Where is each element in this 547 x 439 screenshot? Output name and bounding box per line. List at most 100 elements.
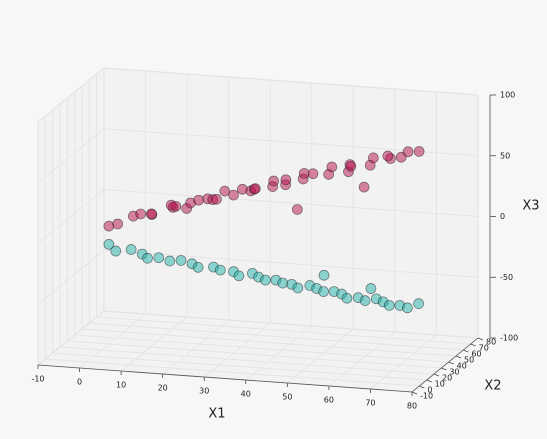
y-tick-label: 0 bbox=[427, 386, 432, 395]
data-point bbox=[402, 146, 414, 158]
data-point bbox=[292, 282, 304, 294]
x-tick-label: 50 bbox=[282, 393, 292, 402]
data-point bbox=[112, 218, 124, 230]
y-tick bbox=[419, 385, 425, 389]
y-tick bbox=[411, 391, 418, 395]
grid-line bbox=[103, 249, 479, 278]
data-point bbox=[307, 168, 319, 180]
z-tick-label: 100 bbox=[500, 91, 515, 100]
grid-line bbox=[203, 322, 271, 378]
y-tick bbox=[448, 361, 454, 365]
data-point bbox=[215, 264, 226, 276]
data-point bbox=[341, 292, 353, 304]
data-point bbox=[382, 150, 394, 162]
grid-line bbox=[120, 316, 188, 372]
y-axis bbox=[411, 337, 479, 393]
data-point bbox=[280, 174, 292, 186]
data-point bbox=[249, 183, 261, 194]
data-point bbox=[211, 193, 222, 205]
x-axis bbox=[37, 364, 413, 393]
data-point bbox=[383, 300, 395, 311]
data-point bbox=[233, 270, 245, 282]
data-point bbox=[219, 185, 231, 197]
y-tick-label: -10 bbox=[420, 392, 433, 401]
grid-line bbox=[37, 67, 105, 123]
data-point bbox=[413, 298, 424, 309]
grid-line bbox=[37, 189, 105, 244]
grid-line bbox=[74, 334, 449, 363]
grid-line bbox=[370, 334, 437, 390]
grid-line bbox=[59, 346, 435, 375]
y-tick bbox=[433, 373, 440, 377]
data-point bbox=[237, 183, 248, 195]
data-point bbox=[228, 189, 239, 201]
x-tick-label: 80 bbox=[407, 402, 417, 411]
z-tick-label: 0 bbox=[500, 212, 505, 221]
data-point bbox=[192, 262, 204, 273]
data-point bbox=[135, 208, 147, 220]
x-axis-label: X1 bbox=[208, 407, 225, 422]
grid-line bbox=[103, 310, 479, 339]
data-point bbox=[326, 161, 338, 173]
y-tick bbox=[477, 337, 484, 341]
data-point bbox=[103, 239, 115, 250]
grid-line bbox=[328, 331, 396, 387]
x-tick-label: 40 bbox=[241, 390, 251, 399]
data-point bbox=[359, 295, 371, 306]
x-tick-label: 70 bbox=[365, 399, 375, 408]
y-tick-label: 60 bbox=[471, 350, 481, 359]
data-point bbox=[368, 152, 379, 164]
grid-line bbox=[79, 313, 146, 369]
x-tick-label: 30 bbox=[199, 387, 209, 396]
grid-line bbox=[96, 316, 471, 345]
z-tick-label: -100 bbox=[500, 334, 518, 343]
data-point bbox=[125, 244, 137, 255]
x-tick-label: -10 bbox=[31, 375, 44, 384]
grid-line bbox=[89, 322, 464, 351]
grid-line bbox=[287, 328, 354, 384]
grid-line bbox=[81, 328, 457, 357]
data-point bbox=[318, 286, 329, 297]
data-point bbox=[103, 220, 115, 232]
z-tick-label: -50 bbox=[500, 273, 513, 282]
grid-line bbox=[162, 319, 229, 375]
y-tick bbox=[463, 349, 469, 353]
grid-line bbox=[45, 358, 420, 387]
y-axis-label: X2 bbox=[484, 379, 501, 394]
data-point bbox=[277, 277, 289, 289]
grid-line bbox=[103, 67, 479, 96]
data-point bbox=[193, 194, 204, 206]
data-point bbox=[358, 181, 370, 193]
y-tick bbox=[470, 343, 476, 347]
y-tick-label: 70 bbox=[479, 344, 489, 353]
x-tick-label: 60 bbox=[324, 396, 334, 405]
z-tick-label: 50 bbox=[500, 151, 510, 160]
data-point bbox=[164, 255, 176, 267]
data-point bbox=[318, 269, 330, 281]
x-tick-label: 10 bbox=[116, 381, 126, 390]
data-point bbox=[110, 245, 122, 257]
y-tick-label: 40 bbox=[457, 362, 467, 371]
grid-line bbox=[37, 128, 105, 184]
grid-line bbox=[52, 352, 427, 381]
data-point bbox=[413, 146, 425, 157]
x-tick-label: 20 bbox=[158, 384, 168, 393]
y-tick-label: 10 bbox=[435, 380, 445, 389]
y-tick-label: 50 bbox=[464, 356, 474, 365]
grid-line bbox=[37, 310, 105, 366]
data-point bbox=[175, 255, 187, 266]
y-tick-label: 20 bbox=[442, 374, 452, 383]
y-tick bbox=[441, 367, 447, 371]
data-point bbox=[142, 252, 153, 264]
y-tick-label: 30 bbox=[449, 368, 459, 377]
grid-line bbox=[37, 249, 105, 305]
grid-line bbox=[245, 325, 313, 381]
data-point bbox=[345, 160, 357, 172]
grid-line bbox=[103, 189, 479, 217]
y-tick-label: 80 bbox=[486, 338, 496, 347]
x-tick-label: 0 bbox=[77, 378, 82, 387]
data-point bbox=[259, 274, 271, 286]
data-point bbox=[365, 283, 377, 294]
